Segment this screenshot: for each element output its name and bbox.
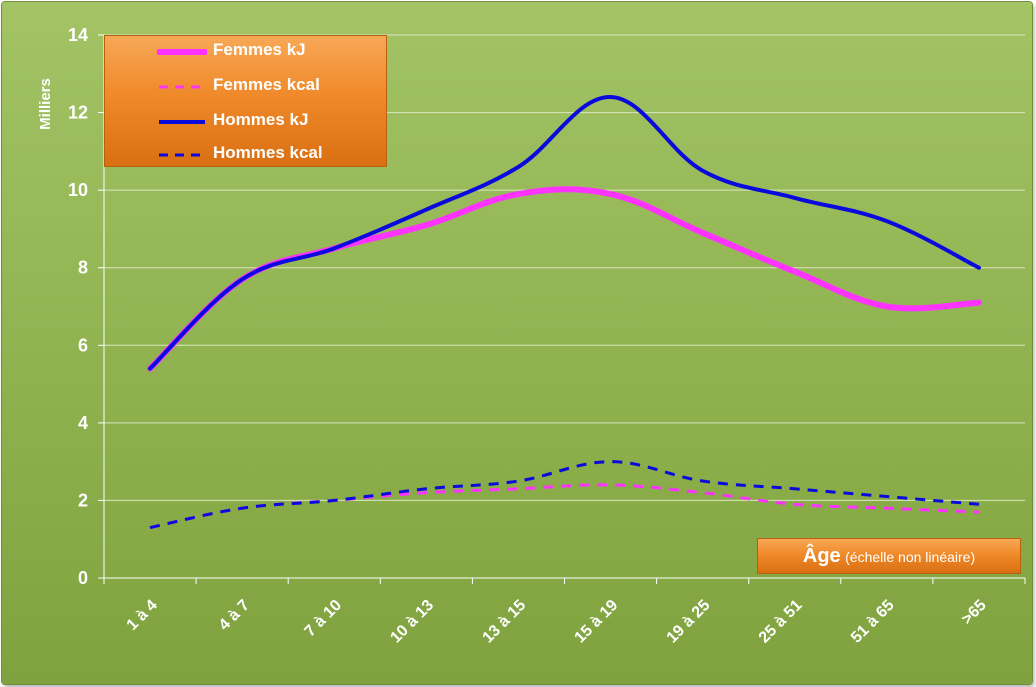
x-tick-label: 7 à 10 xyxy=(302,597,346,641)
legend-label-femmes-kcal: Femmes kcal xyxy=(213,75,320,94)
legend-swatch-femmes-kj xyxy=(157,49,207,55)
x-axis-label: Âge xyxy=(802,545,841,567)
y-tick-label: 14 xyxy=(68,25,88,45)
legend: Femmes kJ Femmes kcal Hommes kJ Hommes k… xyxy=(104,35,387,167)
legend-swatch-hommes-kj xyxy=(159,120,205,124)
legend-label-hommes-kcal: Hommes kcal xyxy=(213,143,323,162)
x-tick-label: 10 à 13 xyxy=(387,597,437,647)
y-tick-label: 6 xyxy=(78,335,88,355)
legend-label-femmes-kj: Femmes kJ xyxy=(213,40,306,59)
x-tick-label: 15 à 19 xyxy=(572,597,622,647)
legend-item-hommes-kcal: Hommes kcal xyxy=(105,139,388,169)
y-tick-label: 4 xyxy=(78,413,88,433)
x-tick-label: 1 à 4 xyxy=(124,597,161,634)
legend-label-hommes-kj: Hommes kJ xyxy=(213,110,309,129)
legend-item-femmes-kj: Femmes kJ xyxy=(105,36,388,66)
series-line-femmes-kj xyxy=(147,186,982,372)
y-tick-label: 12 xyxy=(68,103,88,123)
y-tick-labels: 0 2 4 6 8 10 12 14 xyxy=(68,25,88,588)
x-tick-label: >65 xyxy=(959,597,990,628)
series-lines xyxy=(147,95,982,530)
x-axis-title: Âge (échelle non linéaire) xyxy=(757,538,1021,574)
y-axis-label: Milliers xyxy=(37,78,54,130)
series-line-femmes-kcal xyxy=(149,483,980,530)
x-tick-label: 13 à 15 xyxy=(480,597,530,647)
x-axis-note: (échelle non linéaire) xyxy=(845,549,976,565)
legend-item-femmes-kcal: Femmes kcal xyxy=(105,71,388,101)
x-tick-label: 19 à 25 xyxy=(664,597,714,647)
x-tick-label: 25 à 51 xyxy=(756,597,806,647)
legend-swatch-hommes-kcal xyxy=(159,153,205,157)
series-line-hommes-kj xyxy=(148,95,981,371)
x-tick-label: 4 à 7 xyxy=(216,597,253,634)
y-tick-label: 0 xyxy=(78,568,88,588)
y-tick-label: 10 xyxy=(68,180,88,200)
y-tick-label: 2 xyxy=(78,490,88,510)
x-tick-label: 51 à 65 xyxy=(848,597,898,647)
y-tick-label: 8 xyxy=(78,258,88,278)
x-tick-labels: 1 à 4 4 à 7 7 à 10 10 à 13 13 à 15 15 à 19 19 … xyxy=(124,597,990,647)
legend-item-hommes-kj: Hommes kJ xyxy=(105,106,388,136)
legend-swatch-femmes-kcal xyxy=(159,85,205,89)
series-line-hommes-kcal xyxy=(149,460,980,530)
